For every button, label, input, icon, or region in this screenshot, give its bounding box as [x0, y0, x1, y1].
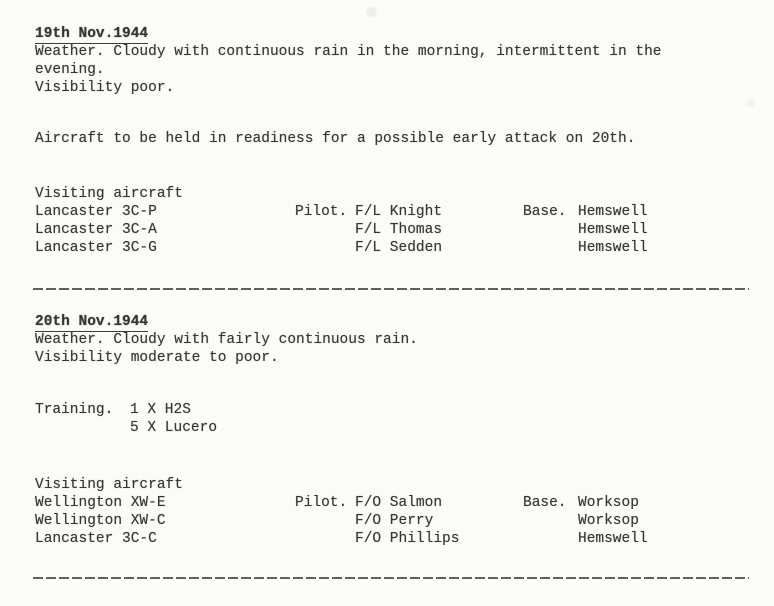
aircraft-name: Lancaster 3C-C	[35, 531, 157, 547]
base-name: Hemswell	[578, 531, 648, 547]
entry-20-visiting-aircraft-heading: Visiting aircraft	[35, 477, 183, 493]
entry-19-visibility: Visibility poor.	[35, 80, 175, 96]
aircraft-name: Lancaster 3C-G	[35, 240, 157, 256]
base-name: Worksop	[578, 495, 639, 511]
pilot-name: F/O Salmon	[355, 495, 443, 511]
base-name: Hemswell	[578, 240, 648, 256]
entry-19-date: 19th Nov.1944	[35, 26, 149, 44]
entry-19-weather-line-1: Weather. Cloudy with continuous rain in …	[35, 44, 662, 60]
entry-20-weather: Weather. Cloudy with fairly continuous r…	[35, 332, 418, 348]
training-item: 1 X H2S	[130, 402, 191, 418]
entry-20-date: 20th Nov.1944	[35, 314, 149, 332]
entry-19-readiness-note: Aircraft to be held in readiness for a p…	[35, 131, 636, 147]
aircraft-name: Lancaster 3C-P	[35, 204, 157, 220]
base-name: Worksop	[578, 513, 639, 529]
aircraft-name: Wellington XW-C	[35, 513, 166, 529]
pilot-name: F/O Perry	[355, 513, 434, 529]
base-label: Base.	[523, 495, 567, 511]
section-divider	[33, 288, 749, 291]
base-name: Hemswell	[578, 204, 648, 220]
entry-19-visiting-aircraft-heading: Visiting aircraft	[35, 186, 183, 202]
aircraft-name: Wellington XW-E	[35, 495, 166, 511]
pilot-label: Pilot.	[295, 495, 348, 511]
base-label: Base.	[523, 204, 567, 220]
entry-19-weather-line-2: evening.	[35, 62, 105, 78]
training-item: 5 X Lucero	[130, 420, 218, 436]
training-label: Training.	[35, 402, 114, 418]
pilot-name: F/O Phillips	[355, 531, 460, 547]
pilot-label: Pilot.	[295, 204, 348, 220]
section-divider	[33, 577, 749, 580]
pilot-name: F/L Thomas	[355, 222, 443, 238]
aircraft-name: Lancaster 3C-A	[35, 222, 157, 238]
pilot-name: F/L Knight	[355, 204, 443, 220]
entry-20-visibility: Visibility moderate to poor.	[35, 350, 279, 366]
pilot-name: F/L Sedden	[355, 240, 443, 256]
base-name: Hemswell	[578, 222, 648, 238]
